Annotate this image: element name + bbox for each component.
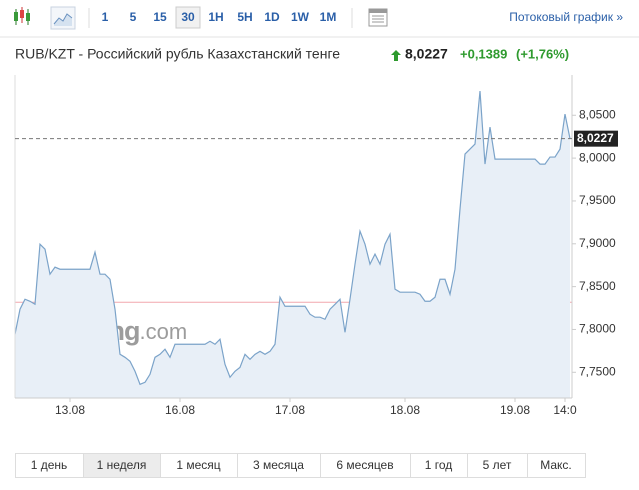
range-button[interactable] bbox=[527, 453, 586, 478]
interval-button[interactable]: 1D bbox=[264, 10, 280, 24]
range-label[interactable]: 5 лет bbox=[483, 458, 512, 472]
candle-icon[interactable] bbox=[14, 7, 30, 25]
chart: Investing.com7,75007,80007,85007,90007,9… bbox=[14, 75, 618, 417]
x-tick-label: 14:0 bbox=[553, 403, 577, 417]
range-button[interactable] bbox=[83, 453, 161, 478]
range-label[interactable]: 1 день bbox=[31, 458, 68, 472]
table-icon[interactable] bbox=[368, 8, 388, 27]
price-line bbox=[14, 90, 571, 386]
price: 8,0227 bbox=[405, 46, 448, 62]
range-label[interactable]: 1 неделя bbox=[97, 458, 147, 472]
last-price-box bbox=[574, 130, 618, 147]
range-label[interactable]: 6 месяцев bbox=[336, 458, 393, 472]
range-buttons: 1 день 1 неделя 1 месяц 3 месяца 6 месяцев 1 … bbox=[15, 453, 586, 478]
up-arrow bbox=[391, 50, 401, 61]
change: +0,1389 bbox=[460, 46, 507, 61]
range-label[interactable]: 3 месяца bbox=[253, 458, 304, 472]
range-button[interactable] bbox=[237, 453, 321, 478]
y-tick-label: 8,0000 bbox=[579, 150, 616, 164]
x-tick-label: 19.08 bbox=[500, 403, 530, 417]
x-tick-label: 13.08 bbox=[55, 403, 85, 417]
last-price-label: 8,0227 bbox=[577, 131, 614, 145]
y-tick-label: 7,7500 bbox=[579, 364, 616, 378]
x-tick-label: 16.08 bbox=[165, 403, 195, 417]
instrument-title: RUB/KZT - Российский рубль Казахстанский… bbox=[15, 46, 340, 62]
interval-selected bbox=[175, 6, 201, 29]
interval-button[interactable]: 5H bbox=[237, 10, 252, 24]
range-button[interactable] bbox=[467, 453, 528, 478]
y-tick-label: 7,8000 bbox=[579, 322, 616, 336]
interval-button[interactable]: 30 bbox=[181, 10, 195, 24]
change-pct: (+1,76%) bbox=[516, 46, 569, 61]
y-tick-label: 7,9000 bbox=[579, 236, 616, 250]
interval-button[interactable]: 1M bbox=[320, 10, 337, 24]
range-label[interactable]: 1 год bbox=[425, 458, 453, 472]
interval-button[interactable]: 1H bbox=[208, 10, 223, 24]
area bbox=[15, 91, 570, 398]
interval-button[interactable]: 15 bbox=[153, 10, 167, 24]
area-icon[interactable] bbox=[50, 6, 76, 30]
interval-button[interactable]: 1 bbox=[102, 10, 109, 24]
range-label[interactable]: Макс. bbox=[540, 458, 572, 472]
y-tick-label: 8,0500 bbox=[579, 107, 616, 121]
x-tick-label: 18.08 bbox=[390, 403, 420, 417]
x-tick-label: 17.08 bbox=[275, 403, 305, 417]
y-tick-label: 7,9500 bbox=[579, 193, 616, 207]
interval-button[interactable]: 5 bbox=[130, 10, 137, 24]
range-button[interactable] bbox=[320, 453, 411, 478]
range-label[interactable]: 1 месяц bbox=[176, 458, 220, 472]
y-tick-label: 7,8500 bbox=[579, 279, 616, 293]
interval-button[interactable]: 1W bbox=[291, 10, 310, 24]
watermark-domain: .com bbox=[140, 319, 188, 344]
range-button[interactable] bbox=[410, 453, 468, 478]
streaming-link[interactable]: Потоковый график » bbox=[509, 10, 623, 24]
